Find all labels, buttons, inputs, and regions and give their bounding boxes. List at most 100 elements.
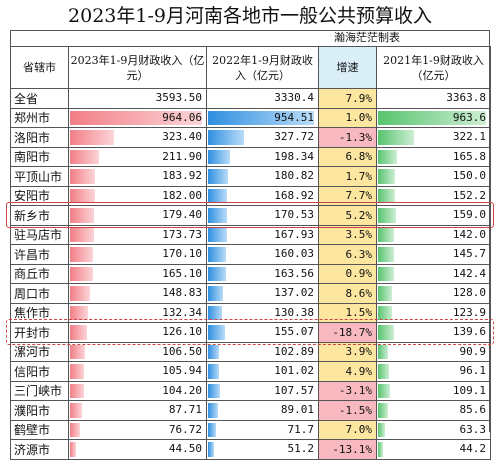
rev2021-bar <box>378 442 383 457</box>
rev2022-value: 3330.4 <box>274 91 314 104</box>
rev2022-bar <box>208 305 223 320</box>
table-row: 漯河市 106.50 102.89 3.9% 90.9 <box>10 341 491 362</box>
rev2022-bar <box>208 344 220 359</box>
rev2021-bar <box>378 110 487 125</box>
rev2022-value: 51.2 <box>287 442 315 455</box>
growth-value: 7.9% <box>318 88 377 109</box>
rev2021-bar <box>378 130 415 145</box>
rev2023-cell: 323.40 <box>68 127 207 148</box>
rev2022-cell: 137.02 <box>206 283 319 304</box>
rev2022-bar <box>208 247 226 262</box>
table-row: 郑州市 964.06 954.51 1.0% 963.6 <box>10 107 491 128</box>
rev2021-cell: 44.2 <box>376 439 491 460</box>
rev2021-bar <box>378 227 394 242</box>
growth-value: 5.2% <box>318 205 377 226</box>
growth-value: 6.8% <box>318 146 377 167</box>
table-row: 驻马店市 173.73 167.93 3.5% 142.0 <box>10 224 491 245</box>
rev2022-bar <box>208 364 220 379</box>
rev2022-cell: 155.07 <box>206 322 319 343</box>
rev2022-value: 155.07 <box>274 325 314 338</box>
rev2022-bar <box>208 422 216 437</box>
rev2023-cell: 105.94 <box>68 361 207 382</box>
table-row: 濮阳市 87.71 89.01 -1.5% 85.6 <box>10 400 491 421</box>
city-name: 平顶山市 <box>10 166 69 187</box>
rev2021-value: 123.9 <box>452 305 486 319</box>
rev2023-bar <box>70 227 94 242</box>
rev2023-value: 132.34 <box>162 305 202 319</box>
rev2023-value: 183.92 <box>162 169 202 182</box>
city-name: 三门峡市 <box>10 380 69 401</box>
rev2021-bar <box>378 149 397 164</box>
rev2022-value: 130.38 <box>274 305 314 319</box>
rev2021-cell: 159.0 <box>376 205 491 226</box>
rev2023-value: 179.40 <box>162 208 202 221</box>
rev2023-value: 170.10 <box>162 247 202 260</box>
rev2022-value: 168.92 <box>274 188 314 202</box>
rev2021-cell: 96.1 <box>376 361 491 382</box>
city-name: 济源市 <box>10 439 69 460</box>
table-row: 许昌市 170.10 160.03 6.3% 145.7 <box>10 244 491 265</box>
rev2022-bar <box>208 130 245 145</box>
table-row: 周口市 148.83 137.02 8.6% 128.0 <box>10 283 491 304</box>
rev2023-value: 165.10 <box>162 266 202 280</box>
rev2021-value: 109.1 <box>452 383 486 397</box>
city-name: 南阳市 <box>10 146 69 167</box>
rev2022-cell: 3330.4 <box>206 88 319 109</box>
rev2022-cell: 198.34 <box>206 146 319 167</box>
city-name: 驻马店市 <box>10 224 69 245</box>
rev2023-bar <box>70 344 85 359</box>
rev2021-cell: 128.0 <box>376 283 491 304</box>
rev2022-value: 163.56 <box>274 266 314 280</box>
rev2022-bar <box>208 169 228 184</box>
rev2021-cell: 145.7 <box>376 244 491 265</box>
growth-value: -3.1% <box>318 380 377 401</box>
rev2021-bar <box>378 286 393 301</box>
rev2023-value: 44.50 <box>168 442 202 455</box>
rev2023-value: 964.06 <box>162 110 202 124</box>
rev2021-value: 90.9 <box>459 344 487 358</box>
rev2022-value: 160.03 <box>274 247 314 260</box>
rev2023-cell: 165.10 <box>68 263 207 284</box>
header-growth: 增速 <box>318 46 377 89</box>
rev2021-bar <box>378 266 395 281</box>
rev2022-bar <box>208 442 214 457</box>
growth-value: -18.7% <box>318 322 377 343</box>
rev2021-bar <box>378 383 391 398</box>
table-body: 全省 3593.50 3330.4 7.9% 3363.8 郑州市 964.06 954.51… <box>10 88 491 460</box>
rev2023-cell: 132.34 <box>68 302 207 323</box>
rev2023-bar <box>70 188 95 203</box>
rev2021-value: 159.0 <box>452 208 486 221</box>
rev2023-cell: 173.73 <box>68 224 207 245</box>
rev2022-bar <box>208 227 227 242</box>
rev2023-cell: 183.92 <box>68 166 207 187</box>
rev2022-cell: 102.89 <box>206 341 319 362</box>
rev2021-value: 152.2 <box>452 188 486 202</box>
rev2022-cell: 167.93 <box>206 224 319 245</box>
rev2023-value: 87.71 <box>168 403 202 416</box>
rev2023-bar <box>70 110 202 125</box>
rev2021-cell: 85.6 <box>376 400 491 421</box>
rev2023-value: 173.73 <box>162 227 202 241</box>
rev2021-value: 63.3 <box>459 422 487 436</box>
rev2021-cell: 142.4 <box>376 263 491 284</box>
rev2022-cell: 163.56 <box>206 263 319 284</box>
rev2023-cell: 964.06 <box>68 107 207 128</box>
rev2023-bar <box>70 422 81 437</box>
rev2021-cell: 109.1 <box>376 380 491 401</box>
rev2022-value: 170.53 <box>274 208 314 221</box>
rev2023-cell: 44.50 <box>68 439 207 460</box>
growth-value: 1.5% <box>318 302 377 323</box>
rev2023-bar <box>70 325 88 340</box>
table-row: 信阳市 105.94 101.02 4.9% 96.1 <box>10 361 491 382</box>
table-row: 三门峡市 104.20 107.57 -3.1% 109.1 <box>10 380 491 401</box>
rev2021-value: 165.8 <box>452 149 486 163</box>
city-name: 漯河市 <box>10 341 69 362</box>
rev2022-cell: 954.51 <box>206 107 319 128</box>
rev2023-bar <box>70 149 99 164</box>
city-name: 周口市 <box>10 283 69 304</box>
rev2023-cell: 126.10 <box>68 322 207 343</box>
growth-value: 1.0% <box>318 107 377 128</box>
city-name: 濮阳市 <box>10 400 69 421</box>
rev2023-value: 323.40 <box>162 130 202 143</box>
rev2021-cell: 963.6 <box>376 107 491 128</box>
